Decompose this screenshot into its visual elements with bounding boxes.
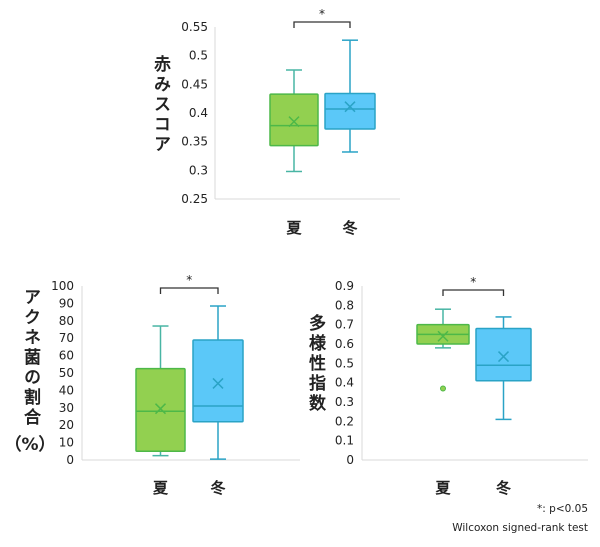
y-tick-label: 20 (59, 418, 74, 432)
mean-marker (212, 377, 224, 389)
mean-marker (497, 351, 510, 363)
significance-bracket (442, 289, 505, 296)
y-tick-label: 0.4 (189, 106, 208, 120)
box-iqr (475, 327, 532, 382)
x-category-label: 冬 (496, 479, 511, 497)
y-tick-label: 0.2 (335, 414, 354, 428)
chart-diversity-index: 0.9 0.8 0.7 0.6 0.5 0.4 0.3 0.2 0.1 0 夏 冬 * (335, 275, 588, 497)
box-winter (324, 39, 376, 153)
mean-marker (437, 330, 449, 342)
x-category-label: 夏 (434, 479, 451, 497)
box-summer (269, 69, 319, 173)
outlier-point (440, 385, 446, 392)
footnote-significance: *: p<0.05 (537, 503, 588, 515)
y-tick-label: 0 (346, 453, 354, 467)
box-winter (192, 305, 244, 460)
y-tick-label: 0.5 (189, 49, 208, 63)
significance-bracket (159, 287, 219, 294)
y-tick-label: 70 (59, 331, 74, 345)
box-iqr (324, 92, 376, 130)
mean-marker (344, 101, 356, 113)
y-tick-label: 30 (59, 401, 74, 415)
box-winter (475, 316, 532, 421)
y-axis-title: アクネ菌の割合 (20, 288, 41, 428)
significance-star: * (186, 273, 192, 287)
significance-bracket (293, 21, 351, 28)
y-tick-label: 0.45 (181, 77, 208, 91)
box-summer (416, 308, 470, 392)
y-tick-label: 100 (51, 279, 74, 293)
x-category-label: 夏 (285, 219, 302, 237)
y-tick-label: 90 (59, 296, 74, 310)
y-tick-label: 0.6 (335, 337, 354, 351)
y-tick-label: 10 (59, 436, 74, 450)
y-tick-label: 50 (59, 366, 74, 380)
significance-star: * (470, 275, 476, 289)
y-axis-title: 多様性指数 (305, 313, 326, 414)
significance-star: * (319, 7, 325, 21)
y-tick-label: 0.3 (335, 395, 354, 409)
y-tick-label: 0.4 (335, 376, 354, 390)
y-tick-label: 0.3 (189, 163, 208, 177)
y-tick-label: 0.35 (181, 135, 208, 149)
footnote-test: Wilcoxon signed-rank test (452, 522, 588, 534)
y-tick-label: 0.25 (181, 192, 208, 206)
mean-marker (288, 116, 300, 128)
y-tick-label: 80 (59, 314, 74, 328)
y-tick-label: 0.5 (335, 356, 354, 370)
x-category-label: 夏 (152, 479, 169, 497)
y-tick-label: 40 (59, 383, 74, 397)
y-axis-unit: （%） (4, 434, 55, 455)
x-category-label: 冬 (210, 479, 225, 497)
y-tick-label: 0.9 (335, 279, 354, 293)
box-summer (135, 325, 186, 457)
box-iqr (269, 93, 319, 147)
y-axis-title: 赤みスコア (150, 54, 171, 155)
y-tick-label: 0.8 (335, 298, 354, 312)
x-category-label: 冬 (342, 219, 357, 237)
box-iqr (192, 339, 244, 423)
y-tick-label: 0 (66, 453, 74, 467)
box-iqr (135, 367, 186, 453)
y-tick-label: 0.7 (335, 318, 354, 332)
mean-marker (154, 403, 167, 415)
y-tick-label: 0.55 (181, 20, 208, 34)
y-tick-label: 0.1 (335, 434, 354, 448)
chart-redness-score: 0.55 0.5 0.45 0.4 0.35 0.3 0.25 夏 冬 * (181, 7, 400, 237)
y-tick-label: 60 (59, 349, 74, 363)
